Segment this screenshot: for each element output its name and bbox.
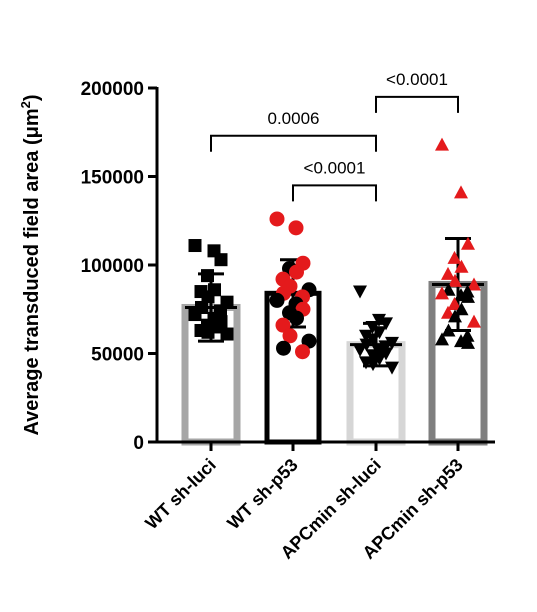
data-point-3-18 <box>441 323 456 337</box>
data-point-3-19 <box>460 328 475 342</box>
comparison-bracket-line-0 <box>210 134 377 152</box>
data-point-3-3 <box>447 250 462 264</box>
data-point-3-2 <box>461 236 475 250</box>
comparison-bracket-line-1 <box>292 184 377 202</box>
data-point-3-7 <box>467 277 481 291</box>
bar-3 <box>428 280 488 446</box>
data-point-0-16 <box>201 325 215 339</box>
data-point-2-8 <box>359 338 374 352</box>
y-axis-label-main: Average transduced field area ( <box>21 138 43 435</box>
data-point-3-12 <box>461 289 475 303</box>
y-tick-label-1: 50000 <box>91 345 144 366</box>
data-point-2-13 <box>365 349 380 363</box>
data-point-3-4 <box>454 259 469 273</box>
data-point-3-10 <box>435 286 449 300</box>
y-tick-label-0: 0 <box>133 433 144 454</box>
points-layer <box>188 137 481 375</box>
data-point-0-0 <box>188 239 202 253</box>
data-point-1-10 <box>269 292 285 308</box>
data-point-2-4 <box>372 326 387 340</box>
y-tick-label-2: 100000 <box>81 256 144 277</box>
data-point-3-15 <box>441 305 455 319</box>
data-point-2-12 <box>379 347 393 361</box>
data-point-0-6 <box>201 290 215 304</box>
y-tick-label-4: 200000 <box>81 79 144 100</box>
data-point-1-19 <box>295 344 310 360</box>
comparison-p-value-2: <0.0001 <box>386 70 448 89</box>
comparison-bracket-1: <0.0001 <box>292 158 377 202</box>
data-point-2-3 <box>365 320 380 334</box>
data-point-2-2 <box>379 317 393 331</box>
comparison-p-value-1: <0.0001 <box>304 158 366 177</box>
data-point-3-6 <box>448 273 462 287</box>
data-point-0-2 <box>214 253 228 267</box>
data-point-1-16 <box>282 328 298 344</box>
data-point-1-18 <box>276 340 291 356</box>
data-point-0-10 <box>188 308 202 322</box>
data-point-1-4 <box>289 264 304 280</box>
data-point-2-1 <box>372 313 386 327</box>
data-point-1-14 <box>289 310 304 326</box>
x-tick-label-0: WT sh-luci <box>141 455 219 533</box>
y-axis-label: Average transduced field area (μm2) <box>18 94 43 435</box>
data-point-1-15 <box>275 317 291 333</box>
data-point-2-5 <box>359 329 373 343</box>
data-point-3-5 <box>441 266 455 280</box>
data-point-2-17 <box>385 361 399 375</box>
data-point-2-16 <box>366 358 380 372</box>
comparison-bracket-2: <0.0001 <box>375 70 459 113</box>
y-axis-label-unit: μm <box>21 108 43 138</box>
data-point-3-20 <box>435 332 449 346</box>
data-point-2-9 <box>378 340 393 354</box>
data-point-0-17 <box>220 327 234 341</box>
data-point-3-16 <box>448 309 462 323</box>
data-point-2-14 <box>372 352 387 366</box>
data-point-3-1 <box>454 185 468 199</box>
y-tick-label-3: 150000 <box>81 168 144 189</box>
data-point-3-22 <box>461 335 475 349</box>
comparison-bracket-0: 0.0006 <box>210 109 377 152</box>
data-point-0-3 <box>201 269 214 283</box>
data-point-3-0 <box>435 137 449 151</box>
y-axis-label-close: ) <box>21 94 43 101</box>
data-point-2-0 <box>353 285 367 299</box>
data-point-3-17 <box>467 314 481 328</box>
x-tick-label-1: WT sh-p53 <box>223 455 301 533</box>
y-axis-label-superscript: 2 <box>18 101 33 108</box>
comparison-p-value-0: 0.0006 <box>268 109 320 128</box>
data-point-3-13 <box>447 296 462 310</box>
data-point-3-14 <box>454 302 469 316</box>
comparison-bracket-line-2 <box>375 95 459 113</box>
data-point-2-6 <box>366 333 380 347</box>
data-point-2-10 <box>353 343 367 357</box>
data-point-1-0 <box>269 211 285 227</box>
brackets-layer: 0.0006 <0.0001 <0.0001 <box>210 70 459 202</box>
data-point-2-7 <box>385 336 399 350</box>
data-point-1-1 <box>288 220 304 236</box>
